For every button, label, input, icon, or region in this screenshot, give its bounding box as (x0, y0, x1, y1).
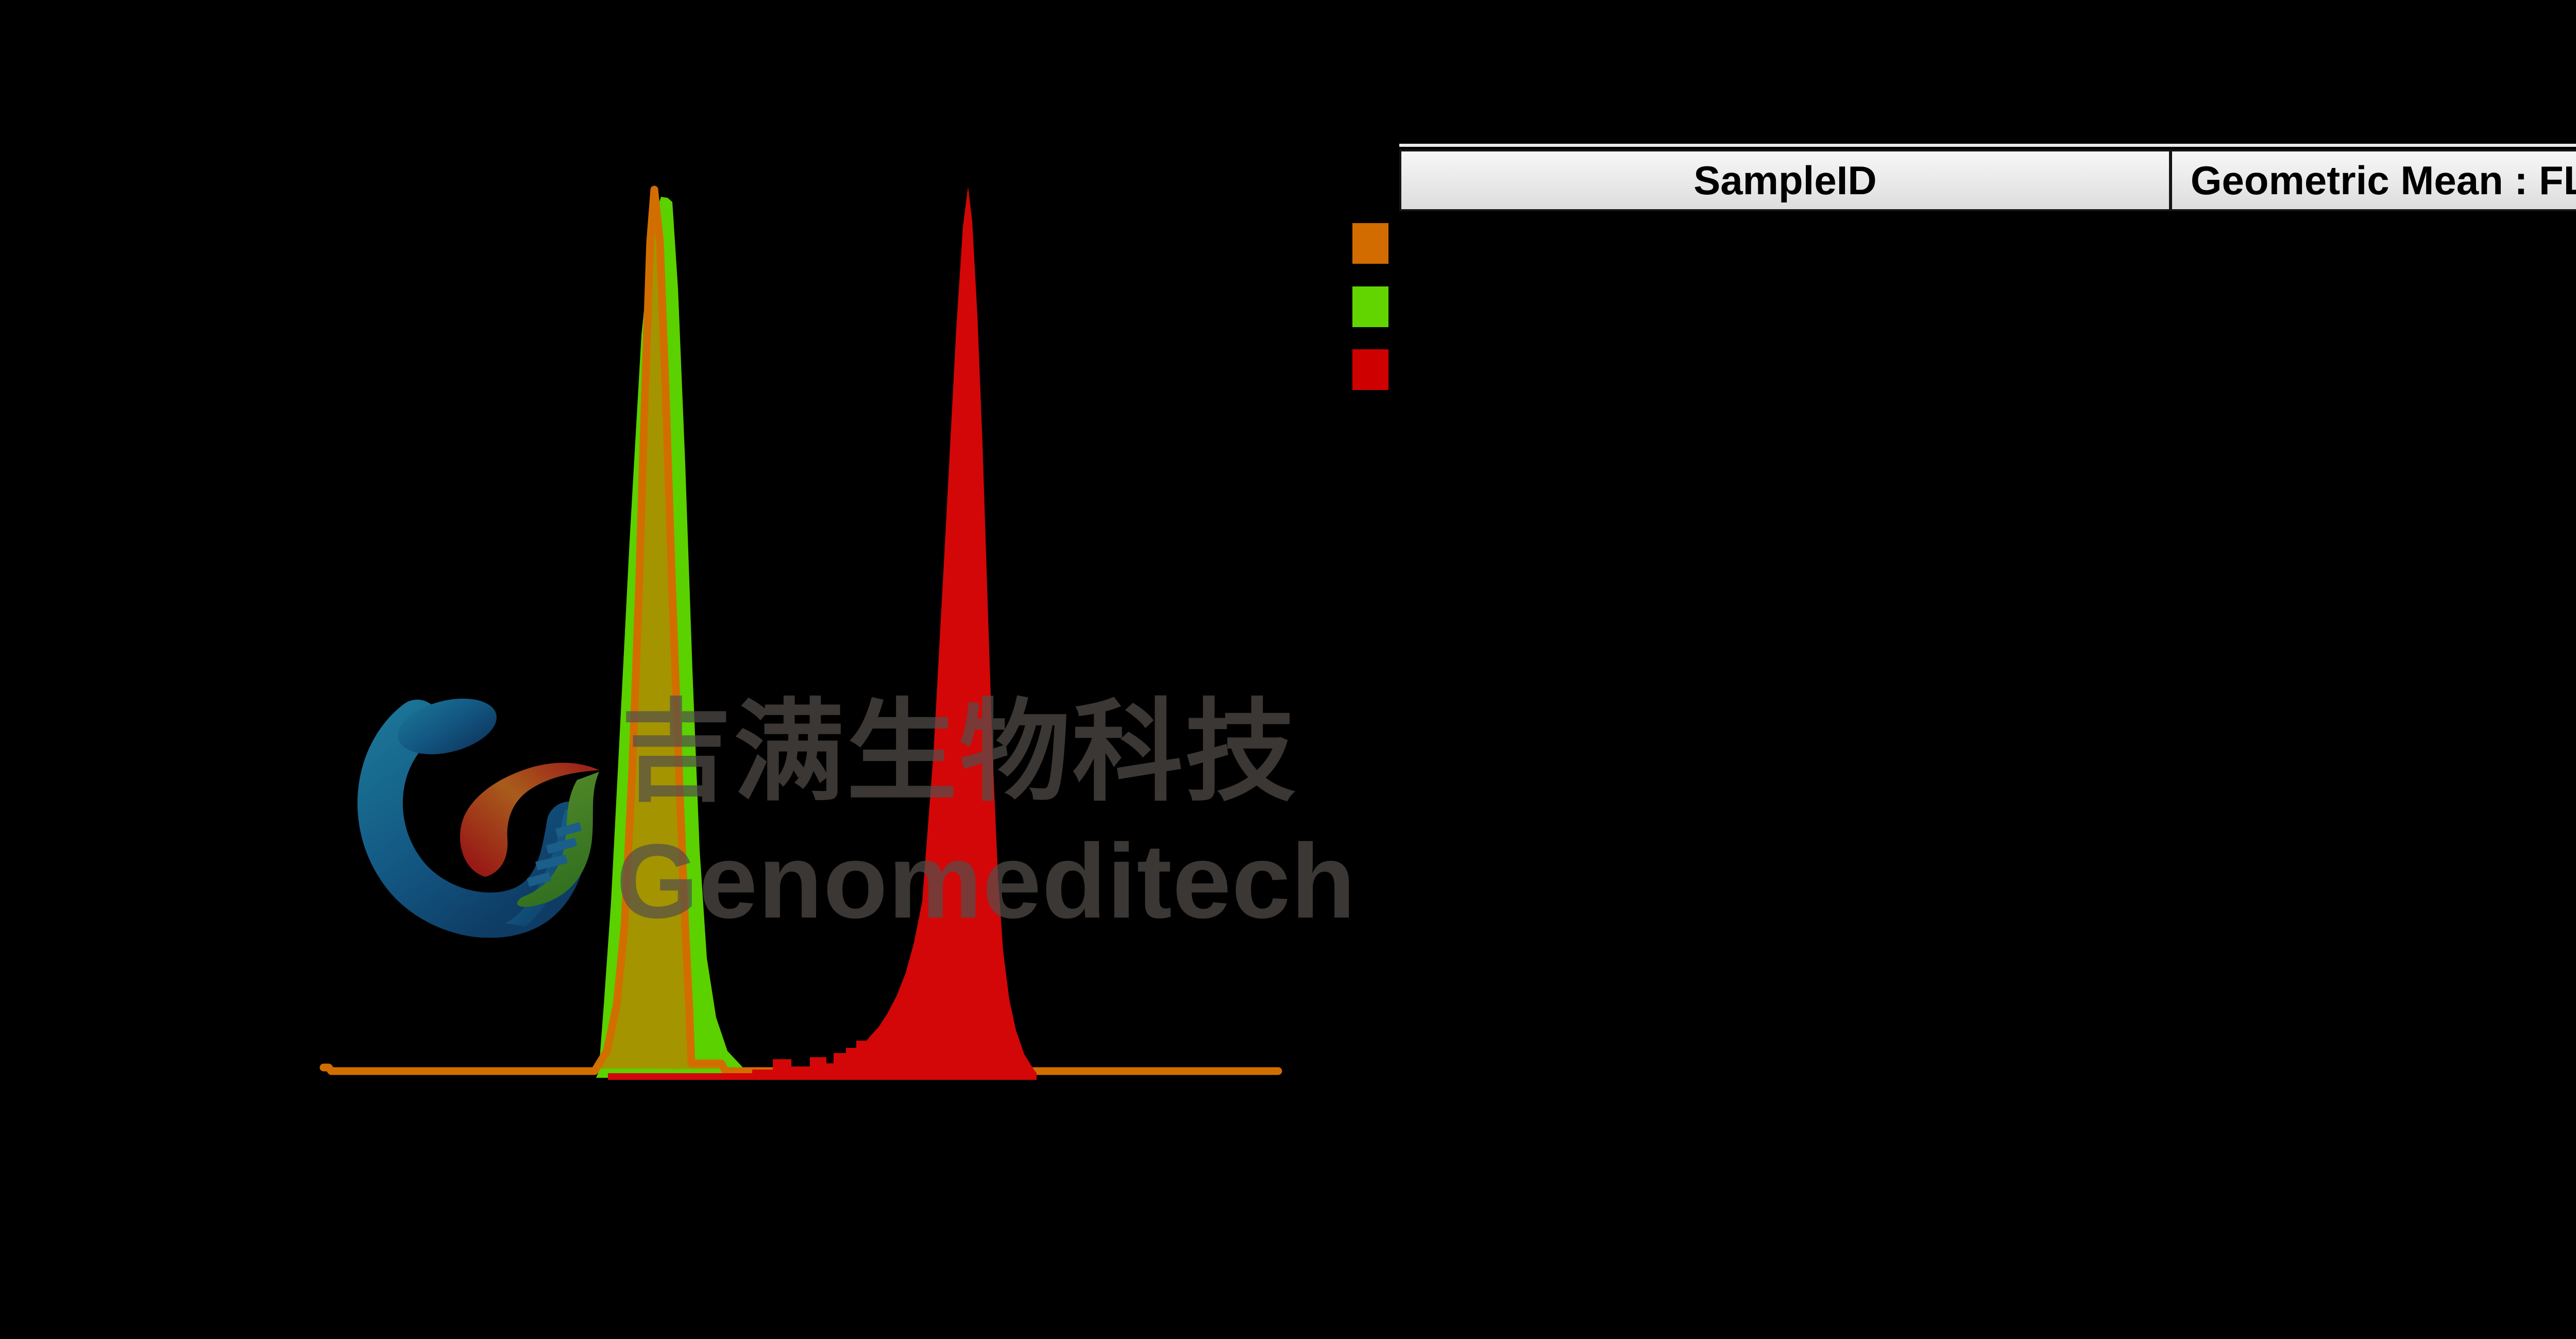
orange-histogram-curve (319, 185, 1282, 1075)
table-border-gap (1399, 147, 2576, 149)
legend-chip-red (1352, 349, 1388, 390)
legend-chip-orange (1352, 223, 1388, 264)
table-top-border (1399, 144, 2576, 147)
statistics-table: SampleID Geometric Mean : FL11-H (1399, 144, 2576, 211)
red-histogram-curve (608, 187, 1037, 1080)
legend (1352, 0, 1394, 1339)
table-header-sampleid: SampleID (1401, 151, 2172, 209)
table-header-row: SampleID Geometric Mean : FL11-H (1399, 149, 2576, 211)
legend-chip-green (1352, 286, 1388, 327)
table-header-geomean: Geometric Mean : FL11-H (2190, 157, 2576, 203)
